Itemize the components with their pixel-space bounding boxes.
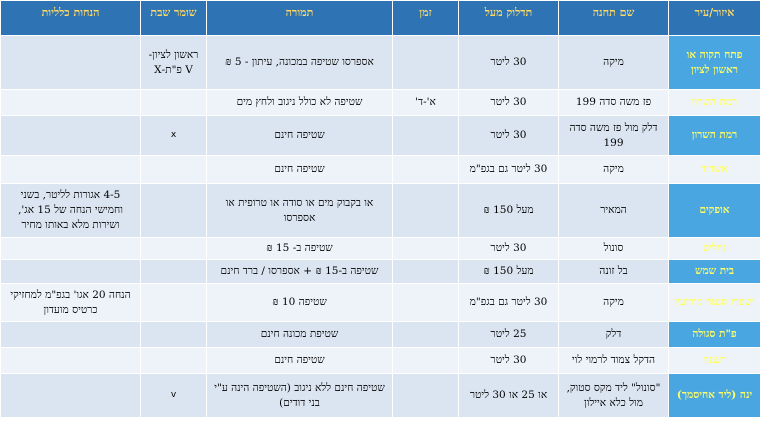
reward-cell: שטיפה חינם ללא ניגוב (השטיפה הינה ע"י בנ… [206, 373, 393, 418]
header-row: איזור/עיר שם תחנה תדלוק מעל זמן תמורה שו… [0, 0, 760, 36]
fuel-cell: מעל 150 ₪ [458, 259, 559, 284]
time-cell [392, 259, 459, 284]
table-row: פ"ת סגולה דלק 25 ליטר שטיפת מכונה חינם [0, 321, 760, 348]
shabbat-cell: ראשון לציון-V פ"ת-X [140, 35, 207, 90]
region-cell: רמת השרון [668, 115, 760, 156]
discount-cell [0, 89, 141, 116]
reward-cell: שטיפה 10 ₪ [206, 283, 393, 322]
reward-cell: שטיפה לא כולל ניגוב ולחץ מים [206, 89, 393, 116]
table-row: נחלים סונול 30 ליטר שטיפה ב- 15 ₪ [0, 237, 760, 260]
header-station: שם תחנה [558, 0, 669, 36]
region-cell: רמת השרון [668, 89, 760, 116]
station-cell: מיקה [558, 35, 669, 90]
station-cell: "סונול" ליד מקס סטוק, מול כלא איילון [558, 373, 669, 418]
fuel-cell: 30 ליטר [458, 347, 559, 374]
fuel-cell: 30 ליטר [458, 35, 559, 90]
fuel-cell: 30 ליטר גם בגפ"מ [458, 283, 559, 322]
fuel-cell: או 25 או 30 ליטר [458, 373, 559, 418]
shabbat-cell [140, 283, 207, 322]
reward-cell: שטיפה חינם [206, 115, 393, 156]
fuel-cell: מעל 150 ₪ [458, 183, 559, 238]
table-row: רמת השרון פז משה סדה 199 30 ליטר א'-ד' ש… [0, 89, 760, 116]
table-row: רעננה הדקל צמוד לרמוי לוי 30 ליטר שטיפה … [0, 347, 760, 374]
shabbat-cell [140, 347, 207, 374]
time-cell [392, 115, 459, 156]
discount-cell [0, 347, 141, 374]
time-cell [392, 321, 459, 348]
shabbat-cell [140, 259, 207, 284]
station-cell: מיקה [558, 283, 669, 322]
region-cell: רעננה [668, 347, 760, 374]
station-cell: דלק [558, 321, 669, 348]
region-cell: ישפרו סנטר מודיעין [668, 283, 760, 322]
region-cell: בית שמש [668, 259, 760, 284]
region-cell: נחלים [668, 237, 760, 260]
shabbat-cell: v [140, 373, 207, 418]
time-cell [392, 237, 459, 260]
discount-cell: הנחה 20 אגו' בגפ"מ למחזיקי כרטיס מועדון [0, 283, 141, 322]
region-cell: אשדוד [668, 155, 760, 184]
region-cell: אופקים [668, 183, 760, 238]
discount-cell [0, 373, 141, 418]
time-cell [392, 155, 459, 184]
table-row: אופקים המאיר מעל 150 ₪ או בקבוק מים או ס… [0, 183, 760, 238]
time-cell [392, 35, 459, 90]
shabbat-cell: x [140, 115, 207, 156]
header-discount: הנחות כלליות [0, 0, 141, 36]
table-row: פתח תקוה או ראשון לציון מיקה 30 ליטר אספ… [0, 35, 760, 90]
region-cell: פ"ת סגולה [668, 321, 760, 348]
reward-cell: שטיפת מכונה חינם [206, 321, 393, 348]
fuel-cell: 30 ליטר [458, 89, 559, 116]
time-cell [392, 283, 459, 322]
shabbat-cell [140, 183, 207, 238]
station-cell: מיקה [558, 155, 669, 184]
shabbat-cell [140, 89, 207, 116]
header-time: זמן [392, 0, 459, 36]
shabbat-cell [140, 321, 207, 348]
fuel-cell: 30 ליטר גם בגפ"מ [458, 155, 559, 184]
header-shabbat: שומר שבת [140, 0, 207, 36]
shabbat-cell [140, 155, 207, 184]
station-cell: המאיר [558, 183, 669, 238]
reward-cell: שטיפה חינם [206, 347, 393, 374]
station-cell: סונול [558, 237, 669, 260]
region-cell: ינה (ליד אחיסמך) [668, 373, 760, 418]
table-row: בית שמש בל זונה מעל 150 ₪ שטיפה ב-15 ₪ +… [0, 259, 760, 284]
discount-cell [0, 321, 141, 348]
station-cell: בל זונה [558, 259, 669, 284]
discount-cell [0, 35, 141, 90]
header-fuel: תדלוק מעל [458, 0, 559, 36]
fuel-benefits-table: איזור/עיר שם תחנה תדלוק מעל זמן תמורה שו… [0, 0, 760, 418]
reward-cell: או בקבוק מים או סודה או טרופית או אספרסו [206, 183, 393, 238]
reward-cell: שטיפה ב- 15 ₪ [206, 237, 393, 260]
fuel-cell: 30 ליטר [458, 237, 559, 260]
table-row: רמת השרון דלק מול פז משה סדה 199 30 ליטר… [0, 115, 760, 156]
reward-cell: שטיפה ב-15 ₪ + אספרסו / ברד חינם [206, 259, 393, 284]
discount-cell [0, 237, 141, 260]
time-cell [392, 373, 459, 418]
fuel-cell: 30 ליטר [458, 115, 559, 156]
time-cell: א'-ד' [392, 89, 459, 116]
reward-cell: אספרסו שטיפה במכונה, עיתון - 5 ₪ [206, 35, 393, 90]
region-cell: פתח תקוה או ראשון לציון [668, 35, 760, 90]
time-cell [392, 347, 459, 374]
table-row: ישפרו סנטר מודיעין מיקה 30 ליטר גם בגפ"מ… [0, 283, 760, 322]
discount-cell: 4-5 אגורות לליטר, בשני וחמישי הנחה של 15… [0, 183, 141, 238]
table-row: ינה (ליד אחיסמך) "סונול" ליד מקס סטוק, מ… [0, 373, 760, 418]
header-reward: תמורה [206, 0, 393, 36]
header-region: איזור/עיר [668, 0, 760, 36]
station-cell: פז משה סדה 199 [558, 89, 669, 116]
time-cell [392, 183, 459, 238]
station-cell: דלק מול פז משה סדה 199 [558, 115, 669, 156]
table-row: אשדוד מיקה 30 ליטר גם בגפ"מ שטיפה חינם [0, 155, 760, 184]
shabbat-cell [140, 237, 207, 260]
discount-cell [0, 115, 141, 156]
discount-cell [0, 155, 141, 184]
discount-cell [0, 259, 141, 284]
station-cell: הדקל צמוד לרמוי לוי [558, 347, 669, 374]
fuel-cell: 25 ליטר [458, 321, 559, 348]
reward-cell: שטיפה חינם [206, 155, 393, 184]
